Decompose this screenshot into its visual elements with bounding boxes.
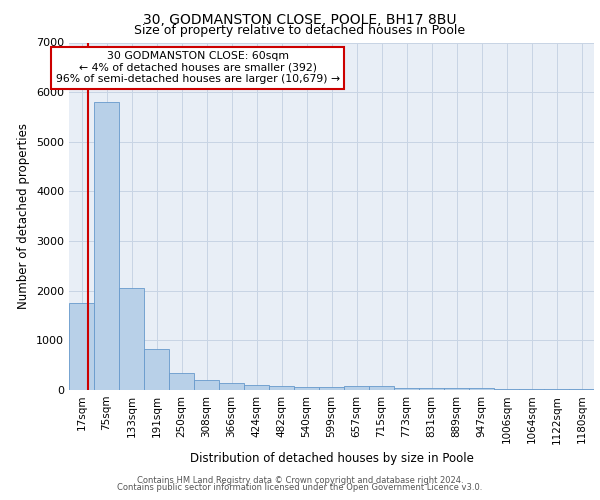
Bar bbox=[544, 389, 569, 390]
Bar bbox=[269, 386, 294, 390]
Bar bbox=[244, 385, 269, 390]
Text: Contains public sector information licensed under the Open Government Licence v3: Contains public sector information licen… bbox=[118, 484, 482, 492]
Bar bbox=[69, 302, 94, 390]
Bar bbox=[344, 386, 369, 390]
Bar bbox=[394, 388, 419, 390]
Text: Contains HM Land Registry data © Crown copyright and database right 2024.: Contains HM Land Registry data © Crown c… bbox=[137, 476, 463, 485]
Bar bbox=[94, 102, 119, 390]
Bar bbox=[319, 388, 344, 390]
Bar bbox=[219, 382, 244, 390]
Text: 30 GODMANSTON CLOSE: 60sqm
← 4% of detached houses are smaller (392)
96% of semi: 30 GODMANSTON CLOSE: 60sqm ← 4% of detac… bbox=[56, 51, 340, 84]
Y-axis label: Number of detached properties: Number of detached properties bbox=[17, 123, 31, 309]
Text: 30, GODMANSTON CLOSE, POOLE, BH17 8BU: 30, GODMANSTON CLOSE, POOLE, BH17 8BU bbox=[143, 12, 457, 26]
X-axis label: Distribution of detached houses by size in Poole: Distribution of detached houses by size … bbox=[190, 452, 473, 465]
Bar bbox=[519, 389, 544, 390]
Text: Size of property relative to detached houses in Poole: Size of property relative to detached ho… bbox=[134, 24, 466, 37]
Bar bbox=[194, 380, 219, 390]
Bar bbox=[494, 388, 519, 390]
Bar bbox=[144, 349, 169, 390]
Bar bbox=[419, 388, 444, 390]
Bar bbox=[444, 388, 469, 390]
Bar bbox=[119, 288, 144, 390]
Bar bbox=[469, 388, 494, 390]
Bar bbox=[169, 373, 194, 390]
Bar bbox=[294, 387, 319, 390]
Bar bbox=[369, 386, 394, 390]
